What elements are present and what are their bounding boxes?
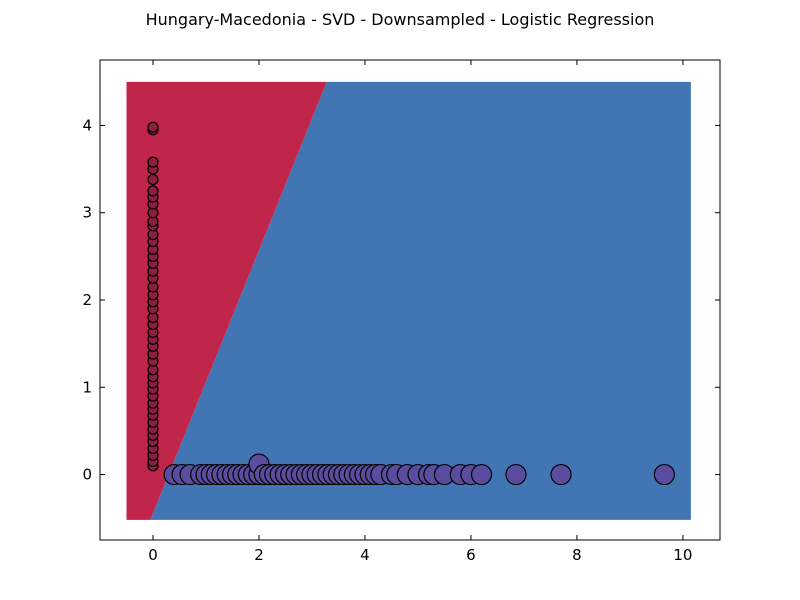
x-tick-label: 0	[148, 546, 158, 564]
data-point	[505, 463, 527, 486]
y-tick-label: 4	[82, 116, 92, 134]
data-point	[147, 185, 159, 197]
decision-regions	[126, 81, 691, 520]
data-point	[147, 156, 159, 168]
region-left-class	[126, 81, 327, 520]
axis-ticks: 0 2 4 6 8 10 0 1 2 3 4	[82, 60, 720, 564]
x-tick-label: 2	[254, 546, 264, 564]
data-point	[470, 463, 493, 486]
data-point	[147, 121, 159, 133]
data-points	[147, 121, 675, 486]
x-tick-label: 4	[360, 546, 370, 564]
region-right-class	[150, 81, 691, 520]
data-point	[653, 463, 675, 486]
data-point	[550, 463, 572, 486]
y-tick-label: 3	[82, 204, 92, 222]
data-point	[147, 173, 159, 186]
chart-title: Hungary-Macedonia - SVD - Downsampled - …	[146, 10, 655, 29]
x-tick-label: 8	[572, 546, 582, 564]
y-tick-label: 2	[82, 291, 92, 309]
y-tick-label: 0	[82, 466, 92, 484]
x-tick-label: 10	[673, 546, 692, 564]
y-tick-label: 1	[82, 378, 92, 396]
x-tick-label: 6	[466, 546, 476, 564]
